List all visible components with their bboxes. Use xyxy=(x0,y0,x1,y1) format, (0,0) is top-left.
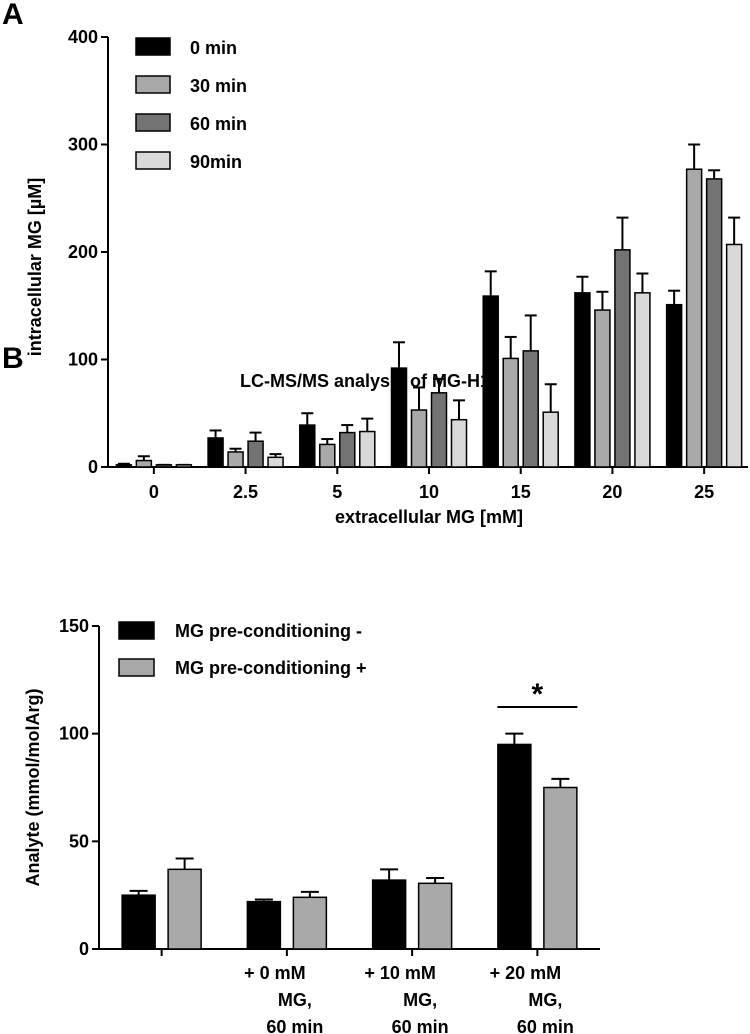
x-tick-label: MG, xyxy=(278,990,312,1010)
bar xyxy=(155,464,173,468)
legend-label: 90min xyxy=(190,152,242,172)
legend-swatch xyxy=(135,113,171,132)
bar xyxy=(430,392,448,468)
legend-swatch xyxy=(118,621,155,640)
bar xyxy=(705,178,723,468)
bar xyxy=(543,786,578,950)
x-tick-label: 60 min xyxy=(392,1017,449,1034)
bar xyxy=(574,292,591,468)
significance-label: * xyxy=(532,678,544,711)
bar xyxy=(135,459,153,468)
bar xyxy=(167,868,202,950)
x-tick-label: + 10 mM xyxy=(364,963,436,983)
chart-title: LC-MS/MS analysis of MG-H1 xyxy=(240,371,490,391)
x-tick-label: 0 xyxy=(149,482,159,502)
bar xyxy=(267,456,284,468)
x-tick-label: 5 xyxy=(332,482,342,502)
bar xyxy=(390,367,408,468)
x-tick-label: 10 xyxy=(419,482,439,502)
y-tick-label: 0 xyxy=(79,939,89,959)
bar xyxy=(725,243,743,468)
bar xyxy=(175,464,193,468)
bar xyxy=(292,896,328,950)
panel-a-letter: A xyxy=(2,0,24,31)
bar xyxy=(665,303,683,468)
bar xyxy=(371,879,407,950)
bar xyxy=(614,249,631,468)
x-tick-label: 20 xyxy=(602,482,622,502)
x-tick-label: + 20 mM xyxy=(490,963,562,983)
panel-b-letter: B xyxy=(2,342,24,375)
bar xyxy=(246,900,282,950)
x-tick-label: MG, xyxy=(528,990,562,1010)
x-tick-label: 60 min xyxy=(517,1017,574,1034)
legend-label: 30 min xyxy=(190,76,247,96)
y-tick-label: 100 xyxy=(68,350,98,370)
bar xyxy=(319,443,336,468)
bar xyxy=(121,894,156,950)
legend-swatch xyxy=(135,75,171,94)
bar xyxy=(542,411,559,468)
bar xyxy=(299,424,316,468)
bar xyxy=(685,168,703,468)
legend-label: 0 min xyxy=(190,38,237,58)
x-tick-label: 15 xyxy=(511,482,531,502)
bar xyxy=(247,440,264,468)
bar xyxy=(410,409,428,468)
panel-a-chart: A 0 100 200 300 400 0 2.5 5 10 15 20 25 extracellula… xyxy=(2,0,748,527)
y-tick-label: 300 xyxy=(68,135,98,155)
bar xyxy=(482,295,499,468)
x-tick-label: + 0 mM xyxy=(244,963,306,983)
x-tick-label: MG, xyxy=(403,990,437,1010)
y-tick-label: 150 xyxy=(59,616,89,636)
legend-label: MG pre-conditioning + xyxy=(175,658,367,678)
legend-swatch xyxy=(135,37,171,56)
bar xyxy=(227,451,244,468)
bar xyxy=(339,431,356,468)
bar xyxy=(522,350,539,468)
x-axis-title: extracellular MG [mM] xyxy=(335,507,523,527)
legend-swatch xyxy=(118,658,155,677)
bar xyxy=(634,292,651,468)
bar xyxy=(502,357,519,468)
x-tick-label: 2.5 xyxy=(233,482,258,502)
y-tick-label: 400 xyxy=(68,27,98,47)
bar xyxy=(450,418,468,468)
y-axis-title: Analyte (mmol/molArg) xyxy=(23,688,43,886)
x-tick-label: 25 xyxy=(694,482,714,502)
y-axis-title: intracellular MG [µM] xyxy=(25,178,45,356)
bar xyxy=(207,437,224,468)
x-tick-label: 60 min xyxy=(266,1017,323,1034)
y-tick-label: 0 xyxy=(88,457,98,477)
legend-label: MG pre-conditioning - xyxy=(175,621,362,641)
bar xyxy=(594,309,611,468)
legend-swatch xyxy=(135,151,171,170)
bar xyxy=(497,743,532,950)
legend-label: 60 min xyxy=(190,114,247,134)
y-tick-label: 50 xyxy=(69,831,89,851)
y-tick-label: 200 xyxy=(68,242,98,262)
bar xyxy=(115,464,133,468)
bar xyxy=(417,882,453,950)
bar xyxy=(359,430,376,468)
y-tick-label: 100 xyxy=(59,724,89,744)
